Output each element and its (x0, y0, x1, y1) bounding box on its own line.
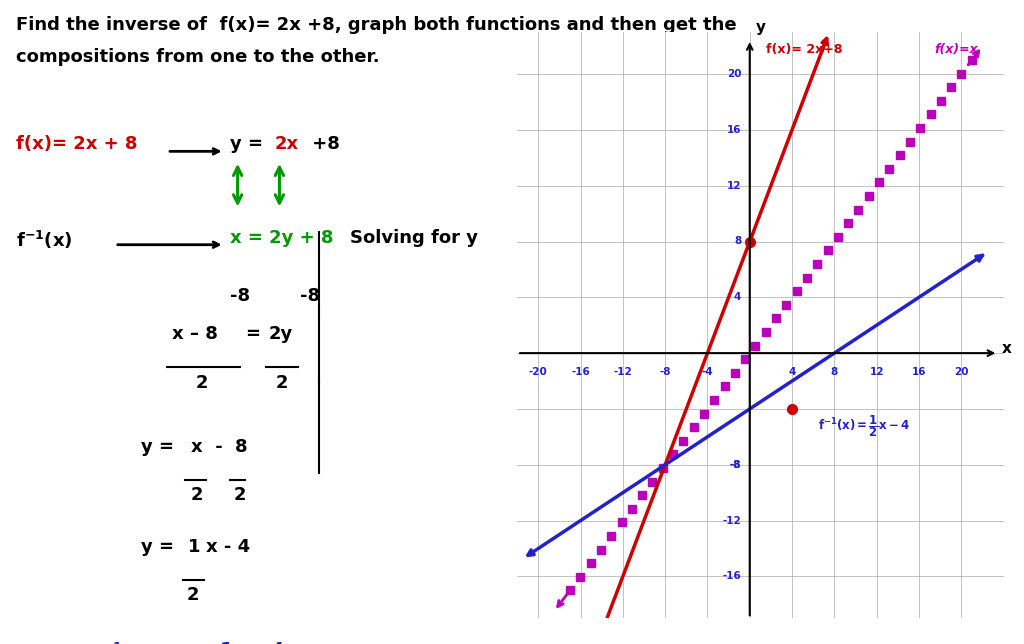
Text: f(x)= 2x+8: f(x)= 2x+8 (766, 43, 842, 56)
Text: x: x (190, 438, 203, 456)
Text: $\mathbf{f^{-1}(x) = \dfrac{1}{2}x - 4}$: $\mathbf{f^{-1}(x) = \dfrac{1}{2}x - 4}$ (818, 413, 910, 439)
Text: -: - (209, 438, 222, 456)
Text: 16: 16 (727, 125, 741, 135)
Text: -4: -4 (701, 367, 714, 377)
Text: y =: y = (141, 538, 174, 556)
Text: Find the inverse of  f(x)= 2x +8, graph both functions and then get the: Find the inverse of f(x)= 2x +8, graph b… (15, 16, 736, 34)
Text: y =: y = (229, 135, 269, 153)
Text: -16: -16 (723, 571, 741, 582)
Text: 2: 2 (275, 374, 288, 392)
Text: compositions from one to the other.: compositions from one to the other. (15, 48, 379, 66)
Text: x - 4: x - 4 (206, 538, 251, 556)
Text: 2: 2 (196, 374, 208, 392)
Text: 20: 20 (727, 69, 741, 79)
Text: 4: 4 (788, 367, 796, 377)
Text: -8: -8 (730, 460, 741, 469)
Text: $\mathbf{f^{-1}(x) =}$: $\mathbf{f^{-1}(x) =}$ (94, 641, 169, 644)
Text: y =: y = (141, 438, 174, 456)
Text: x = 2y + 8: x = 2y + 8 (229, 229, 333, 247)
Text: 8: 8 (236, 438, 248, 456)
Text: -8: -8 (229, 287, 250, 305)
Text: -12: -12 (723, 516, 741, 526)
Text: 2: 2 (187, 586, 200, 604)
Text: -12: -12 (613, 367, 632, 377)
Text: 2: 2 (233, 486, 246, 504)
Text: f(x)= 2x + 8: f(x)= 2x + 8 (15, 135, 137, 153)
Text: -8: -8 (659, 367, 671, 377)
Text: Solving for y: Solving for y (350, 229, 478, 247)
Text: 4: 4 (734, 292, 741, 302)
Text: 12: 12 (869, 367, 884, 377)
Text: 2y: 2y (269, 325, 293, 343)
Text: -8: -8 (300, 287, 321, 305)
Text: 8: 8 (830, 367, 838, 377)
Text: 2: 2 (190, 486, 203, 504)
Text: 1: 1 (219, 641, 233, 644)
Text: 20: 20 (954, 367, 969, 377)
Text: -20: -20 (528, 367, 548, 377)
Text: $\mathbf{f^{-1}(x)}$: $\mathbf{f^{-1}(x)}$ (15, 229, 72, 251)
Text: 8: 8 (734, 236, 741, 247)
Text: x – 8: x – 8 (172, 325, 218, 343)
Text: x: x (1001, 341, 1012, 356)
Text: 16: 16 (911, 367, 926, 377)
Text: 12: 12 (727, 181, 741, 191)
Text: -16: -16 (571, 367, 590, 377)
Text: x - 4: x - 4 (241, 641, 285, 644)
Text: y: y (756, 20, 766, 35)
Text: =: = (246, 325, 260, 343)
Text: f(x)=x: f(x)=x (935, 43, 979, 56)
Text: +8: +8 (305, 135, 339, 153)
Text: 1: 1 (188, 538, 201, 556)
Text: -8: -8 (730, 460, 741, 469)
Text: 2x: 2x (274, 135, 298, 153)
